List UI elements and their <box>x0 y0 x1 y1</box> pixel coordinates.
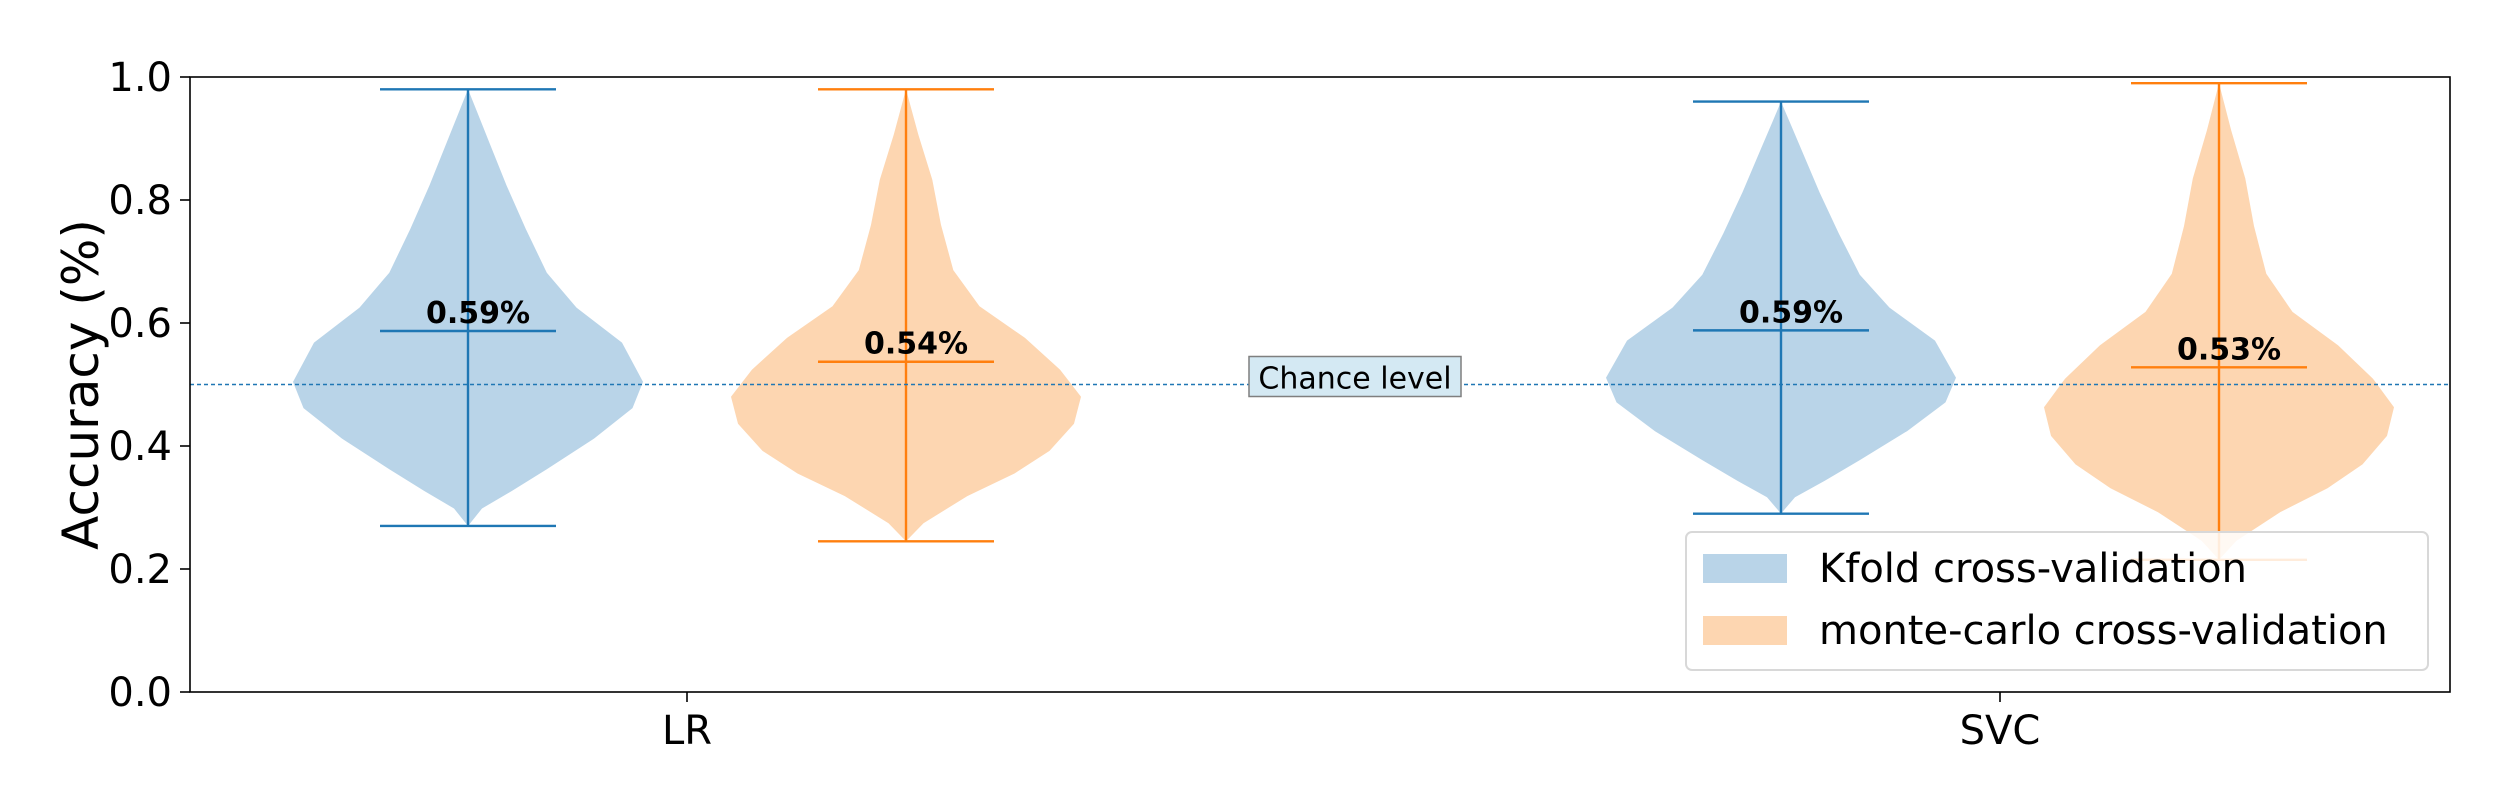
chance-level-annotation: Chance level <box>1248 355 1462 398</box>
x-axis: LR SVC <box>662 692 2040 754</box>
mean-label-svc-montecarlo: 0.53% <box>2177 332 2281 367</box>
mean-label-lr-kfold: 0.59% <box>426 296 530 331</box>
chance-level-box <box>1248 355 1462 398</box>
y-tick-label-0: 0.0 <box>108 670 172 716</box>
y-axis-title: Accuracy (%) <box>52 219 110 550</box>
chance-level-label: Chance level <box>1258 362 1451 397</box>
y-tick-label-2: 0.4 <box>108 424 172 470</box>
legend: Kfold cross-validation monte-carlo cross-… <box>1685 531 2429 671</box>
legend-label-0: Kfold cross-validation <box>1819 546 2247 592</box>
legend-swatch-1 <box>1703 616 1787 645</box>
violins-layer <box>293 83 2394 560</box>
y-tick-label-3: 0.6 <box>108 301 172 347</box>
mean-label-lr-montecarlo: 0.54% <box>864 327 968 362</box>
x-tick-label-svc: SVC <box>1960 708 2041 754</box>
legend-frame <box>1685 531 2429 671</box>
violin-markers-layer: 0.59% 0.59% 0.54% 0.53% <box>380 81 2307 561</box>
y-axis: 0.0 0.2 0.4 0.6 0.8 1.0 <box>108 55 190 716</box>
legend-swatch-0 <box>1703 554 1787 583</box>
mean-label-svc-kfold: 0.59% <box>1739 295 1843 330</box>
x-tick-label-lr: LR <box>662 708 712 754</box>
plot-frame <box>189 76 2451 693</box>
y-tick-label-1: 0.2 <box>108 547 172 593</box>
y-tick-label-5: 1.0 <box>108 55 172 101</box>
y-tick-label-4: 0.8 <box>108 178 172 224</box>
legend-label-1: monte-carlo cross-validation <box>1819 608 2388 654</box>
